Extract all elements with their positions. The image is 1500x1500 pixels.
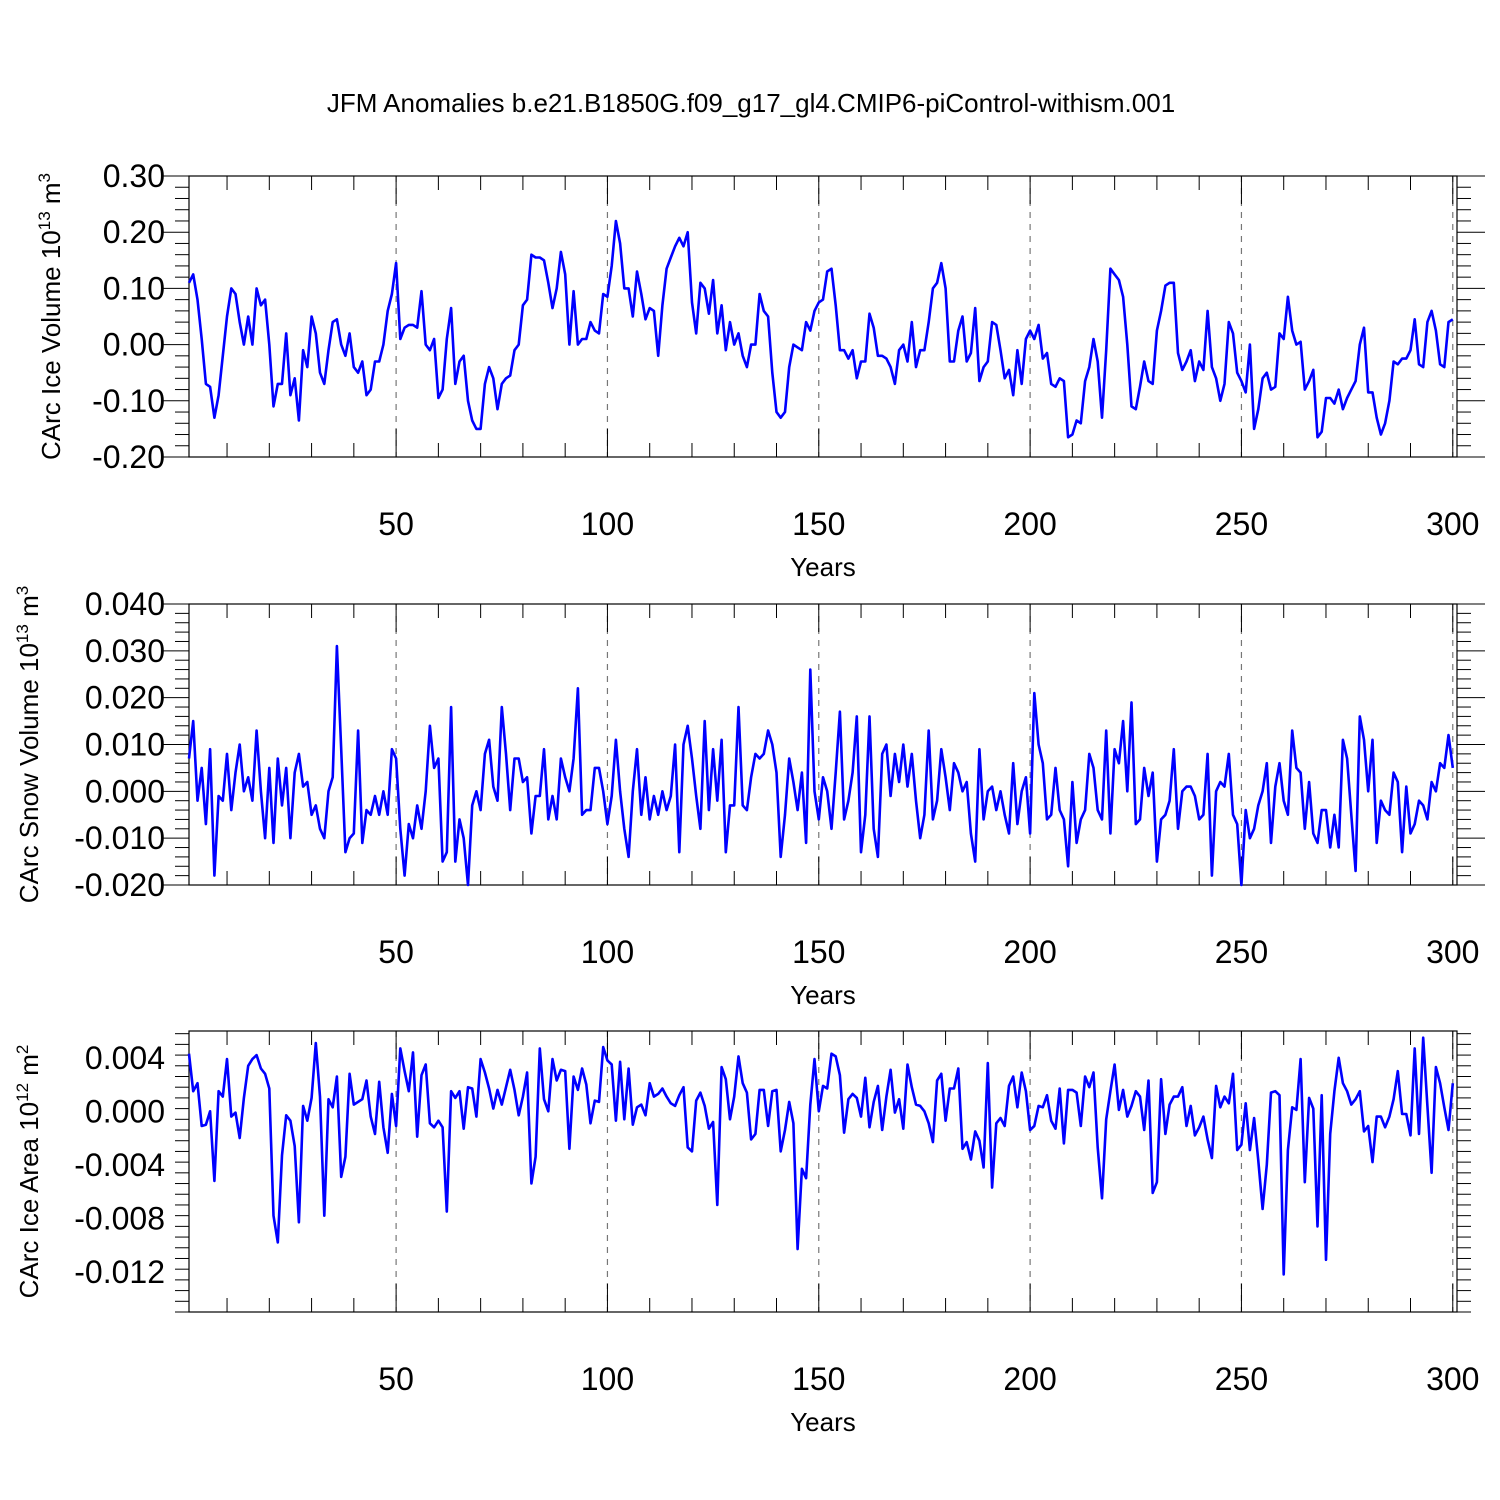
- y-tick-label: 0.040: [85, 586, 165, 622]
- y-axis-label: CArc Ice Volume 1013 m3: [35, 173, 66, 460]
- plot-frame: [188, 175, 1458, 458]
- x-tick-label: 250: [1215, 1361, 1268, 1397]
- x-tick-label: 100: [581, 506, 634, 542]
- x-tick-label: 250: [1215, 934, 1268, 970]
- plot-frame: [188, 603, 1458, 886]
- x-tick-label: 200: [1003, 1361, 1056, 1397]
- x-tick-label: 100: [581, 934, 634, 970]
- x-tick-label: 200: [1003, 506, 1056, 542]
- y-tick-label: 0.000: [85, 1093, 165, 1129]
- x-tick-label: 50: [378, 934, 414, 970]
- y-tick-label: -0.012: [74, 1254, 165, 1290]
- series-line: [187, 219, 1454, 439]
- x-tick-label: 300: [1426, 934, 1479, 970]
- y-tick-label: 0.030: [85, 633, 165, 669]
- y-tick-label: -0.10: [92, 383, 165, 419]
- x-tick-label: 150: [792, 934, 845, 970]
- y-tick-label: 0.004: [85, 1040, 165, 1076]
- x-tick-label: 200: [1003, 934, 1056, 970]
- y-tick-label: 0.30: [103, 158, 165, 194]
- y-tick-label: 0.20: [103, 214, 165, 250]
- y-axis-label: CArc Snow Volume 1013 m3: [13, 586, 44, 903]
- plot-frame: [188, 1030, 1458, 1313]
- x-axis-label: Years: [790, 980, 856, 1010]
- y-tick-label: -0.004: [74, 1147, 165, 1183]
- y-axis-label: CArc Ice Area 1012 m2: [13, 1045, 44, 1299]
- panel-ice-volume: 50 100 150 200 250 300 -0.20 -0.10 0.00 0.10 0.20 0…: [35, 158, 1485, 582]
- y-tick-label: -0.010: [74, 820, 165, 856]
- panel-ice-area: 50 100 150 200 250 300 -0.012 -0.008 -0.004 0.000…: [13, 1030, 1479, 1437]
- y-tick-label: 0.000: [85, 773, 165, 809]
- x-tick-label: 250: [1215, 506, 1268, 542]
- panel-snow-volume: 50 100 150 200 250 300 -0.020 -0.010 0.000 0.010 0…: [13, 586, 1485, 1010]
- x-tick-label: 50: [378, 506, 414, 542]
- y-tick-label: -0.020: [74, 867, 165, 903]
- y-tick-label: -0.008: [74, 1200, 165, 1236]
- x-tick-label: 50: [378, 1361, 414, 1397]
- x-axis-label: Years: [790, 1407, 856, 1437]
- y-tick-label: -0.20: [92, 439, 165, 475]
- x-tick-label: 300: [1426, 506, 1479, 542]
- y-tick-label: 0.10: [103, 270, 165, 306]
- y-tick-label: 0.00: [103, 327, 165, 363]
- x-tick-label: 300: [1426, 1361, 1479, 1397]
- y-tick-label: 0.020: [85, 680, 165, 716]
- series-line: [187, 644, 1455, 887]
- x-tick-label: 150: [792, 506, 845, 542]
- y-tick-label: 0.010: [85, 727, 165, 763]
- x-axis-label: Years: [790, 552, 856, 582]
- chart-title: JFM Anomalies b.e21.B1850G.f09_g17_gl4.C…: [327, 88, 1175, 118]
- x-tick-label: 100: [581, 1361, 634, 1397]
- series-line: [187, 1036, 1455, 1276]
- x-tick-label: 150: [792, 1361, 845, 1397]
